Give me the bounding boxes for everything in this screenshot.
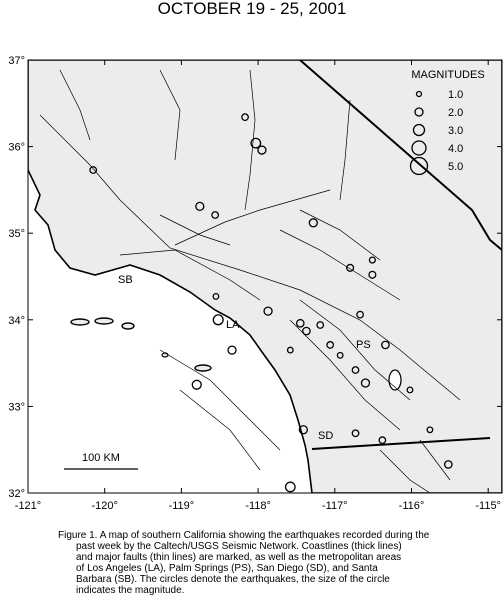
island (121, 322, 135, 330)
legend-circle (412, 123, 426, 137)
earthquake (286, 346, 294, 354)
legend-circle (411, 140, 427, 156)
mexico-border (311, 437, 491, 450)
earthquake (406, 386, 414, 394)
legend-label: 2.0 (448, 107, 463, 119)
earthquake (302, 326, 311, 336)
legend-label: 4.0 (448, 143, 463, 155)
caption-line: past week by the Caltech/USGS Seismic Ne… (76, 541, 402, 552)
y-tick-label: 35° (8, 228, 25, 240)
city-label: PS (356, 339, 371, 351)
y-tick-label: 36° (8, 142, 25, 154)
earthquake (211, 211, 220, 219)
earthquake (360, 378, 371, 388)
legend-label: 5.0 (448, 161, 463, 173)
frame (27, 59, 503, 494)
x-tick-label: -115° (475, 500, 501, 512)
city-label: SD (318, 430, 333, 442)
land (28, 60, 502, 493)
caption-line: indicates the magnitude. (76, 585, 184, 596)
earthquake (356, 310, 365, 319)
earthquake (346, 263, 355, 272)
y-tick-label: 33° (8, 401, 25, 413)
x-tick-label: -119° (169, 500, 195, 512)
earthquake (241, 113, 249, 122)
y-tick-label: 32° (8, 488, 25, 500)
caption-line: Barbara (SB). The circles denote the ear… (76, 574, 390, 585)
earthquake (378, 436, 387, 445)
title: OCTOBER 19 - 25, 2001 (158, 0, 347, 18)
earthquake (284, 481, 296, 493)
x-tick-label: -116° (399, 500, 425, 512)
earthquake (368, 270, 377, 279)
city-label: SB (118, 274, 133, 286)
earthquake (443, 460, 453, 469)
earthquake (368, 256, 376, 264)
earthquake (263, 306, 273, 316)
caption-line: and major faults (thin lines) are marked… (76, 552, 401, 563)
earthquake (308, 218, 318, 228)
caption-line: of Los Angeles (LA), Palm Springs (PS), … (76, 563, 378, 574)
earthquake (351, 366, 360, 374)
island (94, 317, 114, 325)
caption: Figure 1. A map of southern California s… (58, 530, 430, 596)
earthquake (191, 379, 202, 390)
earthquake (212, 292, 220, 300)
legend-label: 1.0 (448, 89, 463, 101)
island (194, 364, 212, 372)
earthquake (227, 345, 237, 355)
earthquake (336, 351, 344, 359)
earthquake (298, 425, 308, 435)
state-border (299, 60, 502, 251)
island (161, 352, 169, 358)
x-tick-label: -117° (322, 500, 348, 512)
earthquake (295, 318, 305, 328)
earthquake (381, 340, 390, 350)
earthquake (250, 137, 262, 149)
y-tick-label: 37° (8, 55, 25, 67)
faults (39, 69, 461, 493)
legend-title: MAGNITUDES (411, 69, 484, 81)
earthquake (89, 166, 98, 174)
legend-label: 3.0 (448, 125, 463, 137)
legend-circle (415, 90, 423, 98)
city-label: LA (226, 319, 240, 331)
earthquake (212, 314, 224, 326)
earthquake (426, 426, 434, 434)
y-tick-label: 34° (8, 315, 25, 327)
earthquake (316, 321, 325, 329)
earthquake (351, 429, 360, 438)
scale-label: 100 KM (82, 452, 120, 464)
x-tick-label: -120° (91, 500, 117, 512)
island (70, 318, 90, 326)
x-tick-label: -118° (245, 500, 271, 512)
legend-circle (414, 107, 424, 117)
earthquake (326, 341, 335, 349)
earthquake (195, 201, 205, 212)
x-tick-label: -121° (15, 500, 41, 512)
caption-line: Figure 1. A map of southern California s… (58, 530, 430, 541)
basemap (28, 60, 502, 493)
earthquake (257, 145, 267, 155)
legend-circle (409, 156, 429, 176)
